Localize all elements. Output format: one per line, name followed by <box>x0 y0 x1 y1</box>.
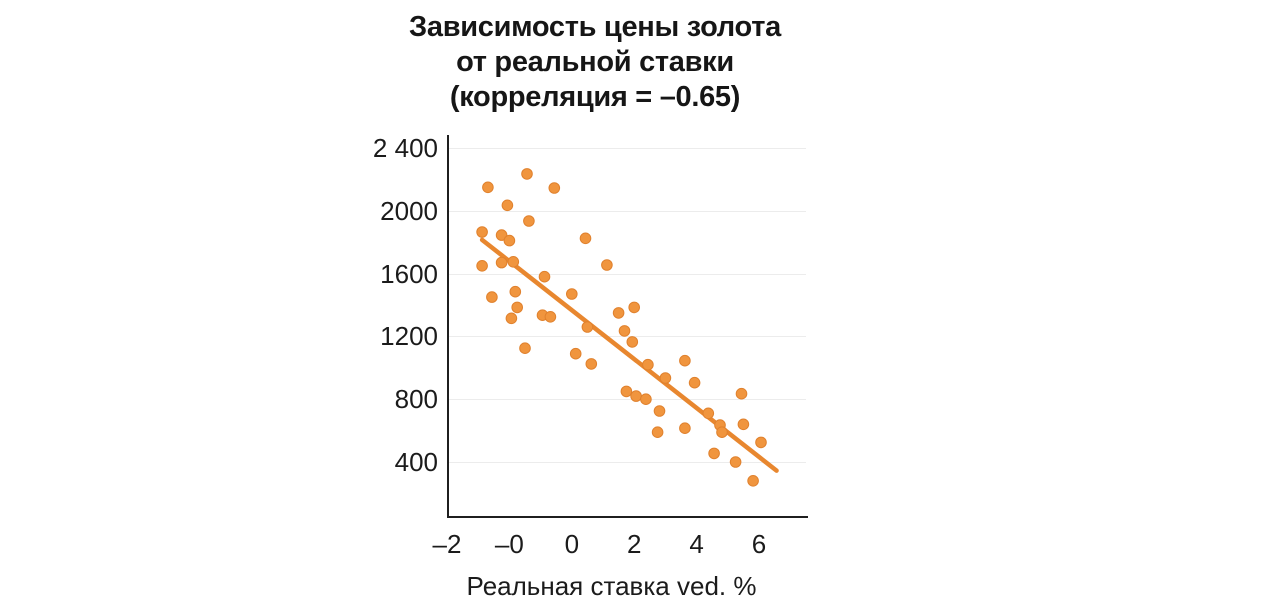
scatter-point <box>505 312 518 325</box>
y-axis-tick-label: 2 400 <box>372 133 438 163</box>
gridline <box>447 210 806 212</box>
scatter-point <box>495 256 508 269</box>
x-axis-tick-label: 2 <box>626 529 642 559</box>
scatter-point <box>507 256 520 268</box>
scatter-point <box>679 354 691 367</box>
y-axis-tick-label: 1200 <box>380 321 438 352</box>
scatter-point <box>601 259 613 271</box>
gridline <box>447 336 806 338</box>
scatter-point <box>620 385 633 398</box>
scatter-point <box>626 336 639 348</box>
x-axis-label: Реальная ставка ved. % <box>466 571 757 601</box>
x-axis-tick-label: –2 <box>432 529 462 559</box>
scatter-point <box>755 436 767 449</box>
scatter-point <box>747 475 759 487</box>
scatter-point <box>729 456 742 468</box>
scatter-point <box>612 307 625 319</box>
scatter-point <box>476 260 488 272</box>
gridline <box>447 273 806 275</box>
scatter-point <box>640 393 652 406</box>
scatter-point <box>509 285 522 298</box>
x-axis-tick-label: 0 <box>564 529 580 559</box>
x-axis-tick-label: 4 <box>689 529 704 559</box>
gridline <box>447 148 806 149</box>
scatter-point <box>618 325 631 337</box>
scatter-point <box>569 347 582 360</box>
scatter-point <box>585 358 598 370</box>
scatter-point <box>521 168 533 180</box>
trend-line <box>479 237 779 473</box>
scatter-point <box>659 372 672 384</box>
x-axis-tick-label: 6 <box>751 529 767 559</box>
scatter-point <box>501 199 514 212</box>
scatter-point <box>735 387 748 400</box>
scatter-point <box>548 182 561 194</box>
scatter-point <box>519 342 531 355</box>
chart-title: Зависимость цены золота от реальной став… <box>350 10 840 115</box>
scatter-point <box>716 426 728 439</box>
x-axis-tick-label: –0 <box>494 529 524 559</box>
scatter-point <box>737 418 750 431</box>
chart-title-line-2: от реальной ставки <box>456 46 734 78</box>
scatter-point <box>651 426 664 439</box>
scatter-point <box>482 181 494 194</box>
scatter-point <box>566 288 578 300</box>
scatter-point <box>688 376 701 389</box>
scatter-point <box>708 447 720 460</box>
scatter-point <box>538 270 551 283</box>
gridline <box>447 399 806 401</box>
scatter-point <box>486 291 498 303</box>
scatter-point <box>511 301 524 314</box>
chart-title-line-3: (корреляция = –0.65) <box>449 81 741 113</box>
y-axis-tick-label: 2000 <box>380 195 438 226</box>
scatter-point <box>579 232 592 245</box>
scatter-point <box>630 390 642 402</box>
scatter-point <box>653 405 666 417</box>
chart-title-line-1: Зависимость цены золота <box>409 11 781 43</box>
scatter-point <box>628 301 641 314</box>
scatter-point <box>523 215 535 227</box>
scatter-point <box>642 358 654 371</box>
y-axis-tick-label: 400 <box>394 447 438 477</box>
gridline <box>447 462 806 463</box>
plot-area <box>447 135 808 518</box>
scatter-point <box>495 229 508 241</box>
scatter-point <box>679 422 691 435</box>
scatter-point <box>503 234 516 247</box>
scatter-point <box>476 226 488 238</box>
y-axis-tick-label: 800 <box>394 384 438 415</box>
y-axis-tick-label: 1600 <box>380 258 438 289</box>
scatter-point <box>544 311 557 323</box>
scatter-point <box>702 407 715 420</box>
scatter-point <box>581 321 594 333</box>
